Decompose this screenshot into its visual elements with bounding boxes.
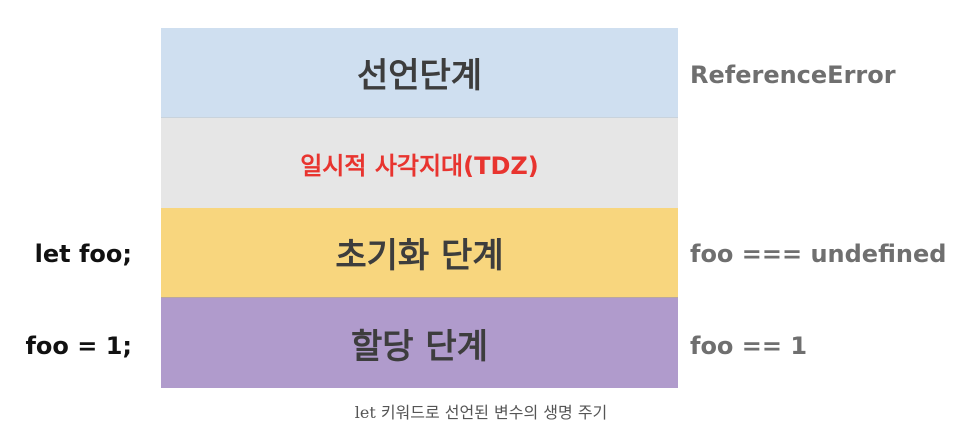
initialization-stage-band: 초기화 단계 bbox=[161, 208, 678, 298]
assignment-stage-band: 할당 단계 bbox=[161, 298, 678, 388]
undefined-result-label: foo === undefined bbox=[690, 240, 947, 268]
declaration-statement-label: let foo; bbox=[34, 240, 132, 268]
declaration-stage-band: 선언단계 bbox=[161, 28, 678, 118]
tdz-stage-band: 일시적 사각지대(TDZ) bbox=[161, 118, 678, 208]
figure-caption: let 키워드로 선언된 변수의 생명 주기 bbox=[354, 403, 608, 422]
assignment-statement-label: foo = 1; bbox=[25, 332, 132, 360]
reference-error-label: ReferenceError bbox=[690, 61, 896, 89]
assigned-result-label: foo == 1 bbox=[690, 332, 808, 360]
